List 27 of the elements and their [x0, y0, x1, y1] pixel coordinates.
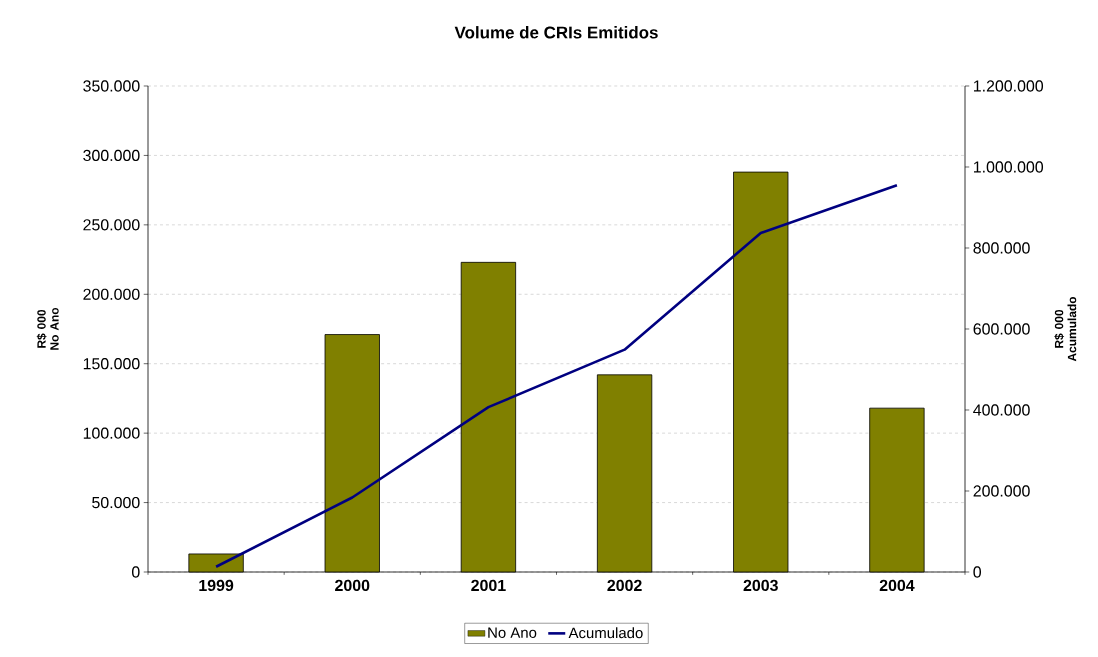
x-tick-label: 2003: [743, 579, 778, 592]
x-tick-label: 2000: [335, 579, 370, 592]
y2-axis-title: R$ 000 Acumulado: [1054, 296, 1077, 362]
x-tick-label: 2002: [607, 579, 642, 592]
x-tick-label: 2001: [471, 579, 506, 592]
y2-tick-label: 200.000: [973, 485, 1030, 497]
y-axis-title: R$ 000 No Ano: [36, 307, 59, 350]
y2-tick-label: 0: [973, 566, 982, 578]
y-tick-label: 300.000: [83, 149, 140, 162]
chart-title: Volume de CRIs Emitidos: [454, 26, 658, 39]
y-tick-label: 100.000: [83, 427, 140, 439]
legend-label: Acumulado: [568, 627, 643, 639]
y2-tick-label: 600.000: [973, 323, 1030, 335]
y-tick-label: 200.000: [83, 288, 140, 300]
y-tick-label: 0: [131, 566, 140, 578]
x-tick-label: 2004: [879, 579, 915, 592]
y2-tick-label: 1.200.000: [974, 80, 1044, 92]
y-tick-label: 150.000: [83, 358, 140, 370]
y2-tick-label: 800.000: [973, 242, 1030, 254]
legend-label: No Ano: [488, 627, 537, 638]
y-tick-label: 350.000: [83, 80, 140, 92]
y2-tick-label: 400.000: [973, 404, 1030, 416]
line-series: [214, 183, 899, 569]
y-tick-label: 250.000: [83, 219, 140, 231]
x-tick-label: 1999: [199, 579, 234, 592]
y2-tick-label: 1.000.000: [974, 161, 1044, 173]
y-tick-label: 50.000: [92, 496, 140, 509]
